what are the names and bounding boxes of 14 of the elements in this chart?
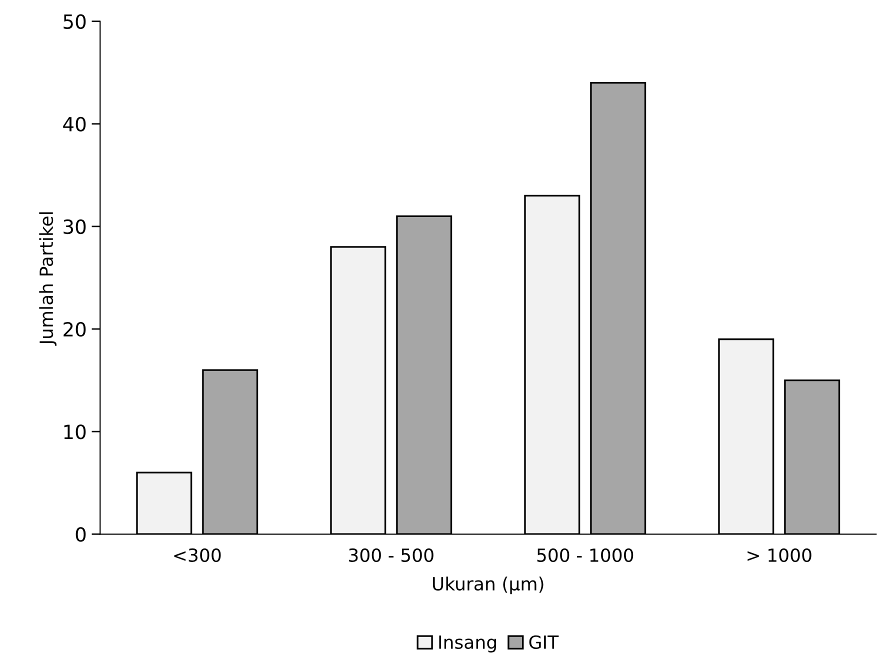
y-tick-label: 40 (63, 116, 86, 132)
x-axis-title: Ukuran (µm) (433, 576, 544, 594)
legend-label: Insang (439, 636, 496, 652)
y-tick-label: 20 (64, 322, 86, 337)
y-tick-label: 50 (64, 14, 86, 29)
x-tick-label: > 1000 (748, 548, 812, 562)
x-tick-label: 500 - 1000 (537, 548, 634, 562)
x-tick-label: <300 (174, 548, 221, 562)
x-tick-label: 300 - 500 (349, 548, 434, 562)
y-tick-label: 30 (64, 219, 86, 234)
legend-label: GIT (529, 635, 559, 649)
y-axis-title: Jumlah Partikel (39, 212, 56, 346)
y-tick-label: 10 (64, 424, 86, 440)
y-tick-label: 0 (76, 527, 86, 542)
